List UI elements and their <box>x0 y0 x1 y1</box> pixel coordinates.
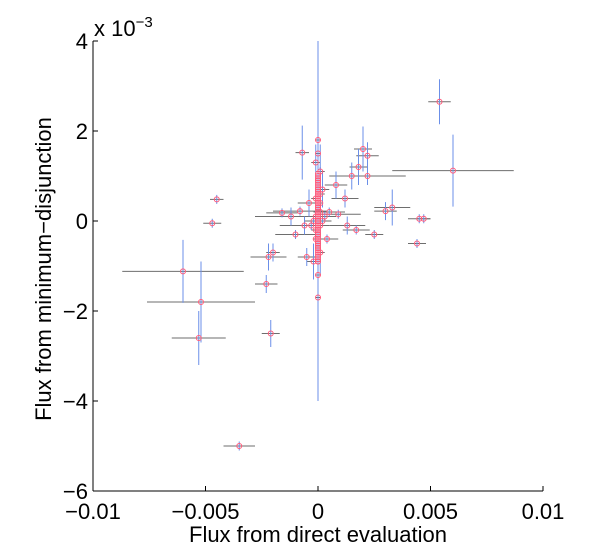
data-point <box>315 173 321 179</box>
x-tick-label: 0 <box>312 499 324 524</box>
x-tick-label: 0.005 <box>403 499 458 524</box>
data-point <box>335 211 342 218</box>
data-point <box>299 149 306 156</box>
data-point <box>292 231 299 238</box>
y-tick-label: −6 <box>63 479 88 504</box>
y-multiplier-label: x 10−3 <box>94 14 153 41</box>
data-point <box>344 222 351 229</box>
axes <box>92 40 544 492</box>
data-point <box>303 254 310 260</box>
data-point <box>353 227 360 233</box>
data-point <box>279 209 285 216</box>
data-point <box>371 231 378 238</box>
data-point <box>297 208 303 215</box>
x-tick-label: −0.01 <box>65 499 121 524</box>
data-point <box>326 209 333 215</box>
data-point <box>315 272 321 278</box>
data-point <box>209 220 216 227</box>
data-point <box>198 299 204 305</box>
data-point <box>301 222 308 229</box>
data-point <box>315 150 321 157</box>
x-tick-label: −0.005 <box>172 499 240 524</box>
y-tick-label: −4 <box>63 389 88 414</box>
data-point <box>364 173 371 179</box>
data-point <box>355 164 362 170</box>
data-point <box>267 330 274 337</box>
data-point <box>420 215 427 222</box>
data-point <box>180 268 186 275</box>
data-point <box>270 249 276 256</box>
data-point <box>263 281 270 287</box>
data-point <box>360 146 366 152</box>
data-point <box>195 335 202 341</box>
y-multiplier-exponent: −3 <box>136 14 153 31</box>
data-point <box>312 159 319 166</box>
data-point <box>288 213 294 220</box>
data-point <box>308 222 315 229</box>
data-point <box>315 137 321 143</box>
data-point <box>450 167 456 174</box>
y-axis-label: Flux from minimum−disjunction <box>31 117 56 421</box>
data-point <box>382 208 389 215</box>
data-point <box>436 98 443 105</box>
y-tick-label: 0 <box>76 209 88 234</box>
data-point <box>333 182 339 188</box>
y-tick-label: 2 <box>76 119 88 144</box>
data-point <box>213 196 220 203</box>
x-axis-label: Flux from direct evaluation <box>189 522 447 547</box>
tick-labels: −0.01 −0.005 0 0.005 0.01 −6 −4 −2 0 2 4 <box>63 29 565 524</box>
data-point <box>265 254 272 260</box>
y-tick-label: −2 <box>63 299 88 324</box>
data-point <box>342 195 348 202</box>
data-point <box>414 240 420 247</box>
data-point <box>315 294 321 301</box>
data-point <box>306 200 312 206</box>
y-tick-label: 4 <box>76 29 88 54</box>
data-point <box>324 236 330 242</box>
data-point <box>315 170 321 177</box>
data-point <box>236 443 243 449</box>
data-point <box>321 213 328 220</box>
data-point <box>364 152 371 159</box>
data-points <box>180 98 456 449</box>
x-tick-label: 0.01 <box>522 499 565 524</box>
data-point <box>389 204 396 211</box>
data-point <box>348 173 355 179</box>
y-multiplier-base: x 10 <box>94 16 136 41</box>
